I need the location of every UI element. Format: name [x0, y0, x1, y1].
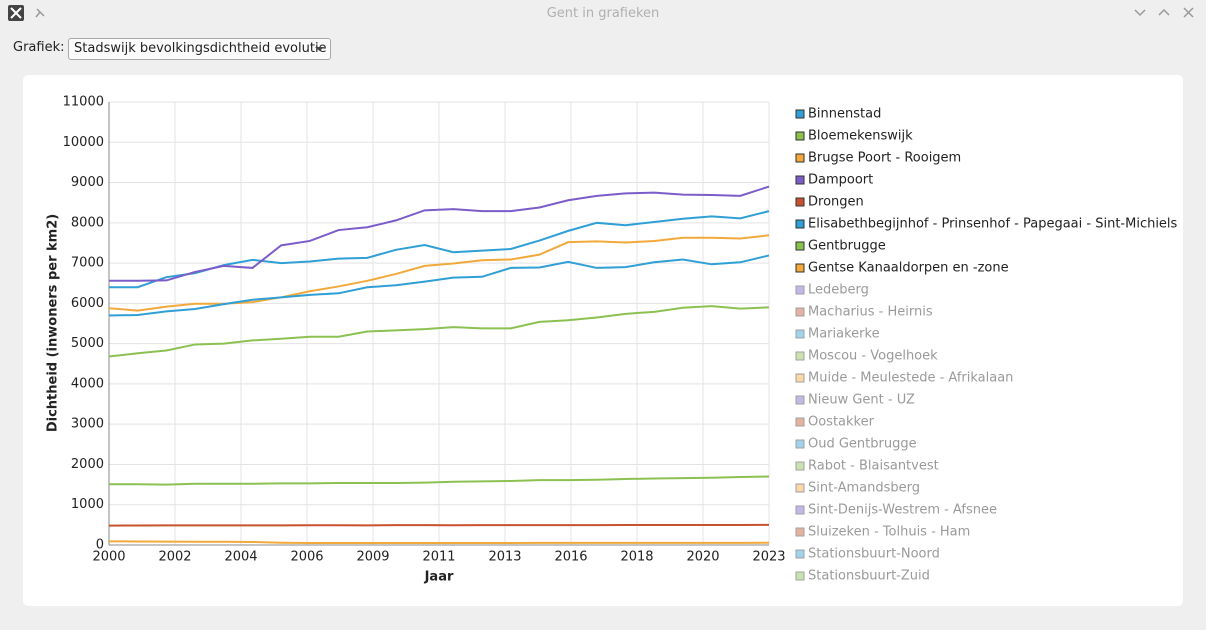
legend-label[interactable]: Stationsbuurt-Zuid [808, 569, 930, 584]
y-tick-label: 1000 [71, 497, 104, 512]
x-tick-label: 2004 [224, 550, 257, 565]
legend-swatch [795, 175, 805, 185]
y-tick-label: 9000 [71, 175, 104, 190]
legend-label[interactable]: Brugse Poort - Rooigem [808, 151, 961, 166]
x-tick-label: 2000 [92, 550, 125, 565]
y-tick-label: 6000 [71, 296, 104, 311]
x-tick-label: 2011 [422, 550, 455, 565]
legend-swatch [795, 527, 805, 537]
pin-button[interactable] [35, 8, 45, 18]
legend-label[interactable]: Sluizeken - Tolhuis - Ham [808, 525, 970, 540]
y-tick-label: 7000 [71, 256, 104, 271]
legend-swatch [795, 461, 805, 471]
legend-swatch [795, 131, 805, 141]
legend-label[interactable]: Mariakerke [808, 327, 880, 342]
x-tick-label: 2013 [488, 550, 521, 565]
legend-swatch [795, 197, 805, 207]
legend-label[interactable]: Macharius - Heirnis [808, 305, 933, 320]
legend-label[interactable]: Nieuw Gent - UZ [808, 393, 915, 408]
x-tick-label: 2020 [686, 550, 719, 565]
x-tick-label: 2002 [158, 550, 191, 565]
window-title: Gent in grafieken [546, 6, 660, 21]
legend-swatch [795, 351, 805, 361]
series-line [108, 523, 770, 527]
close-button[interactable] [1183, 7, 1194, 18]
title-bar: Gent in grafieken [0, 0, 1206, 28]
y-tick-label: 4000 [71, 376, 104, 391]
chart-select-label: Grafiek: [13, 40, 65, 55]
legend-swatch [795, 483, 805, 493]
legend-label[interactable]: Rabot - Blaisantvest [808, 459, 939, 474]
legend-label[interactable]: Stationsbuurt-Noord [808, 547, 940, 562]
x-tick-label: 2016 [554, 550, 587, 565]
y-tick-label: 3000 [71, 417, 104, 432]
legend-label[interactable]: Gentbrugge [808, 239, 886, 254]
series-line [108, 234, 770, 312]
chart-select[interactable]: Stadswijk bevolkingsdichtheid evolutie [68, 38, 331, 60]
y-tick-label: 5000 [71, 336, 104, 351]
legend-label[interactable]: Muide - Meulestede - Afrikalaan [808, 371, 1013, 386]
legend-swatch [795, 439, 805, 449]
legend-label[interactable]: Oud Gentbrugge [808, 437, 917, 452]
x-tick-label: 2006 [290, 550, 323, 565]
chart-select-value: Stadswijk bevolkingsdichtheid evolutie [74, 41, 327, 56]
dropdown-arrow [315, 47, 324, 51]
legend-label[interactable]: Sint-Amandsberg [808, 481, 920, 496]
y-tick-label: 0 [96, 538, 104, 553]
legend-swatch [795, 285, 805, 295]
y-tick-label: 11000 [63, 95, 104, 110]
x-axis-label: Jaar [424, 570, 454, 585]
y-tick-label: 2000 [71, 457, 104, 472]
legend-swatch [795, 307, 805, 317]
legend-swatch [795, 109, 805, 119]
y-axis-label: Dichtheid (inwoners per km2) [46, 214, 61, 432]
legend-swatch [795, 153, 805, 163]
legend-swatch [795, 263, 805, 273]
chart-panel [23, 75, 1183, 606]
legend-label[interactable]: Bloemekenswijk [808, 129, 913, 144]
legend-label[interactable]: Oostakker [808, 415, 875, 430]
legend-label[interactable]: Gentse Kanaaldorpen en -zone [808, 261, 1009, 276]
maximize-button[interactable] [1158, 8, 1170, 16]
legend-label[interactable]: Ledeberg [808, 283, 869, 298]
legend-swatch [795, 549, 805, 559]
legend-swatch [795, 417, 805, 427]
title-icons [8, 5, 1194, 21]
legend-label[interactable]: Elisabethbegijnhof - Prinsenhof - Papega… [808, 217, 1178, 232]
arrow [315, 47, 324, 51]
legend-swatch [795, 329, 805, 339]
legend-label[interactable]: Sint-Denijs-Westrem - Afsnee [808, 503, 997, 518]
y-tick-label: 10000 [63, 135, 104, 150]
series-line [108, 305, 770, 358]
app-icon-glyph [10, 7, 22, 19]
legend-label[interactable]: Moscou - Vogelhoek [808, 349, 938, 364]
y-tick-label: 8000 [71, 215, 104, 230]
x-tick-label: 2023 [752, 550, 785, 565]
x-tick-label: 2009 [356, 550, 389, 565]
x-tick-label: 2018 [620, 550, 653, 565]
legend-swatch [795, 219, 805, 229]
legend-swatch [795, 395, 805, 405]
legend-swatch [795, 505, 805, 515]
legend-swatch [795, 571, 805, 581]
legend-swatch [795, 241, 805, 251]
minimize-button[interactable] [1134, 9, 1146, 17]
series-line [109, 475, 770, 486]
legend-label[interactable]: Drongen [808, 195, 864, 210]
legend-label[interactable]: Dampoort [808, 173, 873, 188]
series-line [108, 254, 770, 317]
legend-swatch [795, 373, 805, 383]
series-line [108, 540, 770, 544]
series-line [109, 185, 770, 282]
legend-label[interactable]: Binnenstad [808, 107, 881, 122]
